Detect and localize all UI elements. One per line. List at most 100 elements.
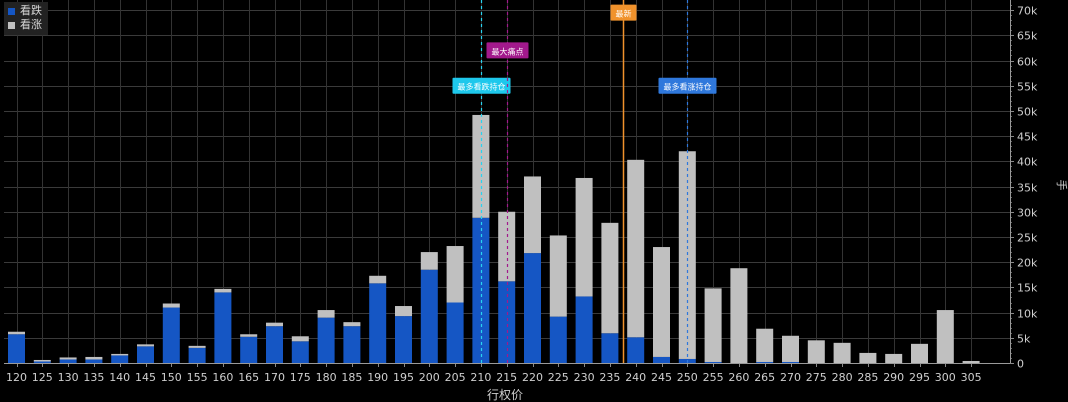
bar-call-185 xyxy=(343,322,361,327)
x-tick-label: 205 xyxy=(445,371,466,384)
bar-call-145 xyxy=(137,344,154,347)
x-tick-label: 290 xyxy=(883,371,904,384)
marker-label-bg xyxy=(658,77,717,94)
axes: 0 5k 10k 15k 20k 25k 30k 35k 40k 45k 50k 55k 60k 65k 7… xyxy=(4,0,1038,384)
bar-call-255 xyxy=(704,288,722,362)
x-tick-label: 120 xyxy=(6,371,27,384)
bar-call-140 xyxy=(111,353,129,356)
marker-label: 最多看跌持仓 xyxy=(458,82,506,92)
legend-item-put[interactable]: 看跌 xyxy=(8,4,42,18)
bar-put-270 xyxy=(782,361,799,363)
bar-call-160 xyxy=(214,288,232,293)
bar-call-265 xyxy=(756,328,774,362)
marker-label: 最大痛点 xyxy=(492,46,524,56)
y-tick-label: 30k xyxy=(1017,207,1038,220)
x-tick-label: 275 xyxy=(806,371,827,384)
bar-put-145 xyxy=(137,346,154,363)
x-tick-label: 250 xyxy=(677,371,698,384)
x-tick-label: 245 xyxy=(651,371,672,384)
x-tick-label: 150 xyxy=(161,371,182,384)
bar-put-200 xyxy=(420,269,438,363)
bar-call-215 xyxy=(498,211,516,282)
marker-label-box: 最多看跌持仓 xyxy=(452,77,511,94)
marker-label: 最新 xyxy=(616,9,632,19)
bar-put-235 xyxy=(601,333,619,363)
bar-call-135 xyxy=(85,356,103,360)
bar-put-230 xyxy=(575,296,593,363)
bar-call-270 xyxy=(782,335,799,362)
bar-call-230 xyxy=(575,177,593,297)
x-tick-label: 210 xyxy=(470,371,491,384)
y-tick-label: 0 xyxy=(1017,358,1024,371)
bar-call-130 xyxy=(59,357,77,360)
bar-call-200 xyxy=(420,252,438,270)
x-axis-label: 行权价 xyxy=(487,388,523,402)
bar-call-285 xyxy=(859,352,877,363)
marker-label-bg xyxy=(610,4,637,21)
x-tick-label: 195 xyxy=(393,371,414,384)
bars xyxy=(8,114,980,363)
bar-put-245 xyxy=(653,356,670,363)
x-tick-label: 260 xyxy=(728,371,749,384)
x-tick-label: 280 xyxy=(832,371,853,384)
x-tick-label: 225 xyxy=(548,371,569,384)
marker-label-bg xyxy=(486,42,529,59)
x-tick-label: 285 xyxy=(857,371,878,384)
x-tick-label: 220 xyxy=(522,371,543,384)
marker-label-box: 最新 xyxy=(610,4,637,21)
x-tick-label: 170 xyxy=(264,371,285,384)
x-tick-label: 125 xyxy=(32,371,53,384)
bar-put-160 xyxy=(214,292,232,363)
marker-label-box: 最多看涨持仓 xyxy=(658,77,717,94)
bar-call-275 xyxy=(807,340,825,363)
bar-call-165 xyxy=(240,334,258,337)
x-tick-label: 145 xyxy=(135,371,156,384)
bar-put-255 xyxy=(704,361,722,363)
legend-label-call: 看涨 xyxy=(20,18,42,31)
x-tick-label: 155 xyxy=(187,371,208,384)
legend-item-call[interactable]: 看涨 xyxy=(8,18,42,32)
bar-put-225 xyxy=(549,316,567,363)
bar-call-225 xyxy=(549,235,567,317)
bar-call-240 xyxy=(627,159,645,338)
bar-put-265 xyxy=(756,361,774,363)
bar-call-190 xyxy=(369,275,387,284)
x-tick-label: 255 xyxy=(703,371,724,384)
bar-put-155 xyxy=(188,347,206,363)
y-tick-label: 50k xyxy=(1017,106,1038,119)
x-tick-label: 190 xyxy=(367,371,388,384)
y-tick-label: 60k xyxy=(1017,56,1038,69)
bar-put-125 xyxy=(33,361,51,363)
bar-call-300 xyxy=(936,310,954,363)
bar-put-190 xyxy=(369,283,387,363)
bar-call-235 xyxy=(601,222,619,334)
x-tick-label: 300 xyxy=(935,371,956,384)
marker-label: 最多看涨持仓 xyxy=(664,82,712,92)
marker-label-box: 最大痛点 xyxy=(486,42,529,59)
y-tick-label: 25k xyxy=(1017,232,1038,245)
bar-put-215 xyxy=(498,281,516,363)
x-tick-label: 175 xyxy=(290,371,311,384)
bar-put-165 xyxy=(240,336,258,363)
bar-call-260 xyxy=(730,268,748,363)
bar-put-135 xyxy=(85,359,103,363)
y-tick-label: 5k xyxy=(1017,333,1031,346)
bar-put-185 xyxy=(343,326,361,363)
legend-swatch-put xyxy=(8,7,15,15)
bar-call-220 xyxy=(524,176,541,254)
bar-call-175 xyxy=(291,336,309,342)
bar-call-125 xyxy=(33,359,51,362)
bar-put-175 xyxy=(291,341,309,363)
bar-call-250 xyxy=(678,151,696,359)
y-tick-label: 20k xyxy=(1017,257,1038,270)
bar-call-295 xyxy=(911,343,928,363)
x-tick-label: 185 xyxy=(341,371,362,384)
bar-put-140 xyxy=(111,355,129,363)
bar-call-180 xyxy=(317,310,335,318)
bar-put-180 xyxy=(317,317,335,363)
bar-put-205 xyxy=(446,302,464,363)
legend-label-put: 看跌 xyxy=(20,4,42,17)
